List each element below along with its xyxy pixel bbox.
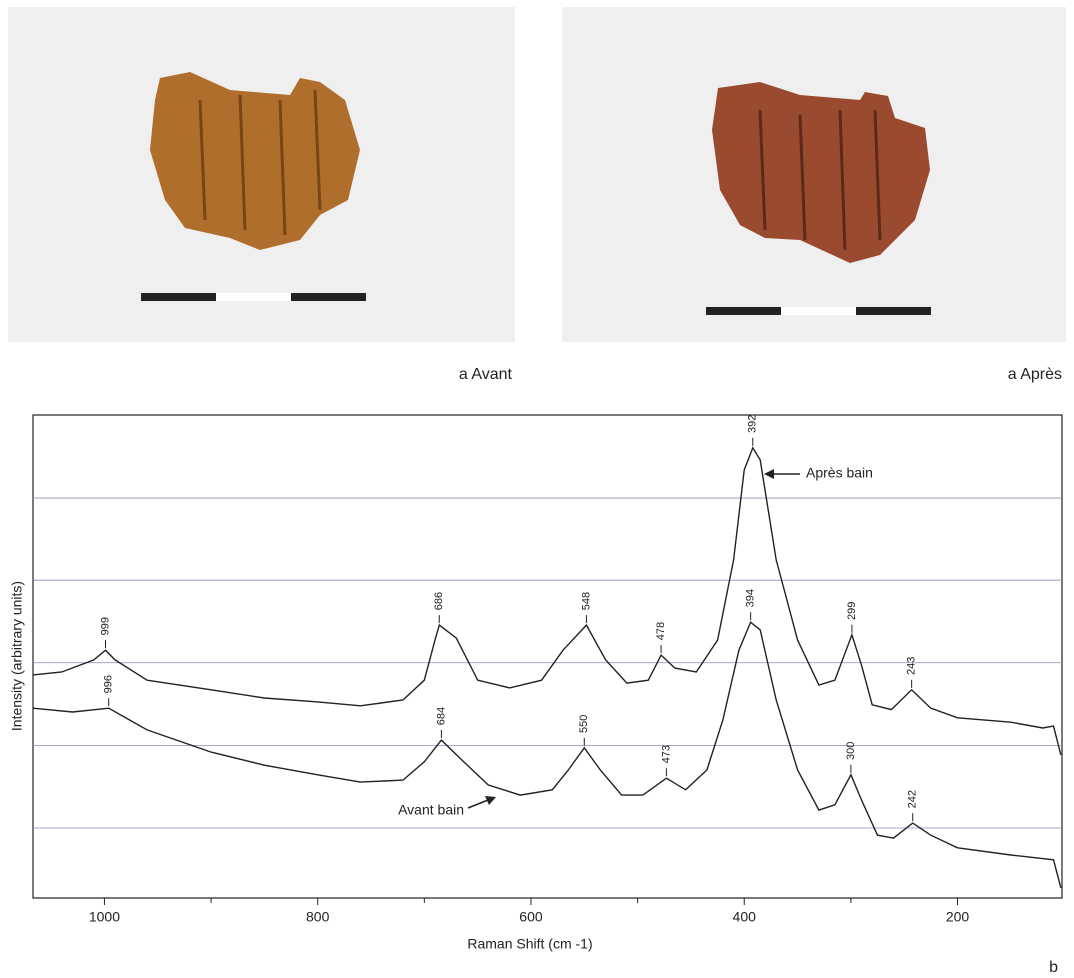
x-tick-label: 200 bbox=[946, 909, 970, 925]
caption: a Après bbox=[1008, 366, 1062, 383]
peak-label: 243 bbox=[906, 657, 918, 675]
peak-label: 392 bbox=[747, 415, 759, 433]
peak-label: 242 bbox=[907, 790, 919, 808]
caption: b bbox=[1049, 959, 1058, 976]
series-annotation: Avant bain bbox=[398, 802, 464, 818]
peak-label: 473 bbox=[660, 745, 672, 763]
photo-after bbox=[562, 7, 1066, 342]
y-axis-label: Intensity (arbitrary units) bbox=[9, 581, 25, 731]
x-tick-label: 400 bbox=[733, 909, 757, 925]
peak-label: 550 bbox=[578, 715, 590, 733]
plot-frame bbox=[32, 414, 1063, 899]
x-tick-label: 600 bbox=[519, 909, 543, 925]
peak-label: 394 bbox=[745, 589, 757, 607]
peak-label: 299 bbox=[846, 602, 858, 620]
spectrum-line bbox=[32, 446, 1062, 756]
arrow-head bbox=[764, 469, 774, 479]
peak-label: 548 bbox=[580, 592, 592, 610]
spectrum-line bbox=[32, 621, 1062, 889]
peak-label: 300 bbox=[845, 742, 857, 760]
series-annotation: Après bain bbox=[806, 465, 873, 481]
photo-before bbox=[8, 7, 515, 342]
annotation-arrow bbox=[467, 799, 489, 809]
peak-label: 684 bbox=[435, 707, 447, 725]
caption: a Avant bbox=[459, 366, 513, 383]
peak-label: 478 bbox=[655, 622, 667, 640]
x-tick-label: 800 bbox=[306, 909, 330, 925]
peak-label: 996 bbox=[103, 675, 115, 693]
peak-label: 999 bbox=[99, 617, 111, 635]
x-axis-label: Raman Shift (cm -1) bbox=[467, 936, 592, 952]
peak-label: 686 bbox=[433, 592, 445, 610]
arrow-head bbox=[485, 796, 496, 805]
x-tick-label: 1000 bbox=[89, 909, 120, 925]
